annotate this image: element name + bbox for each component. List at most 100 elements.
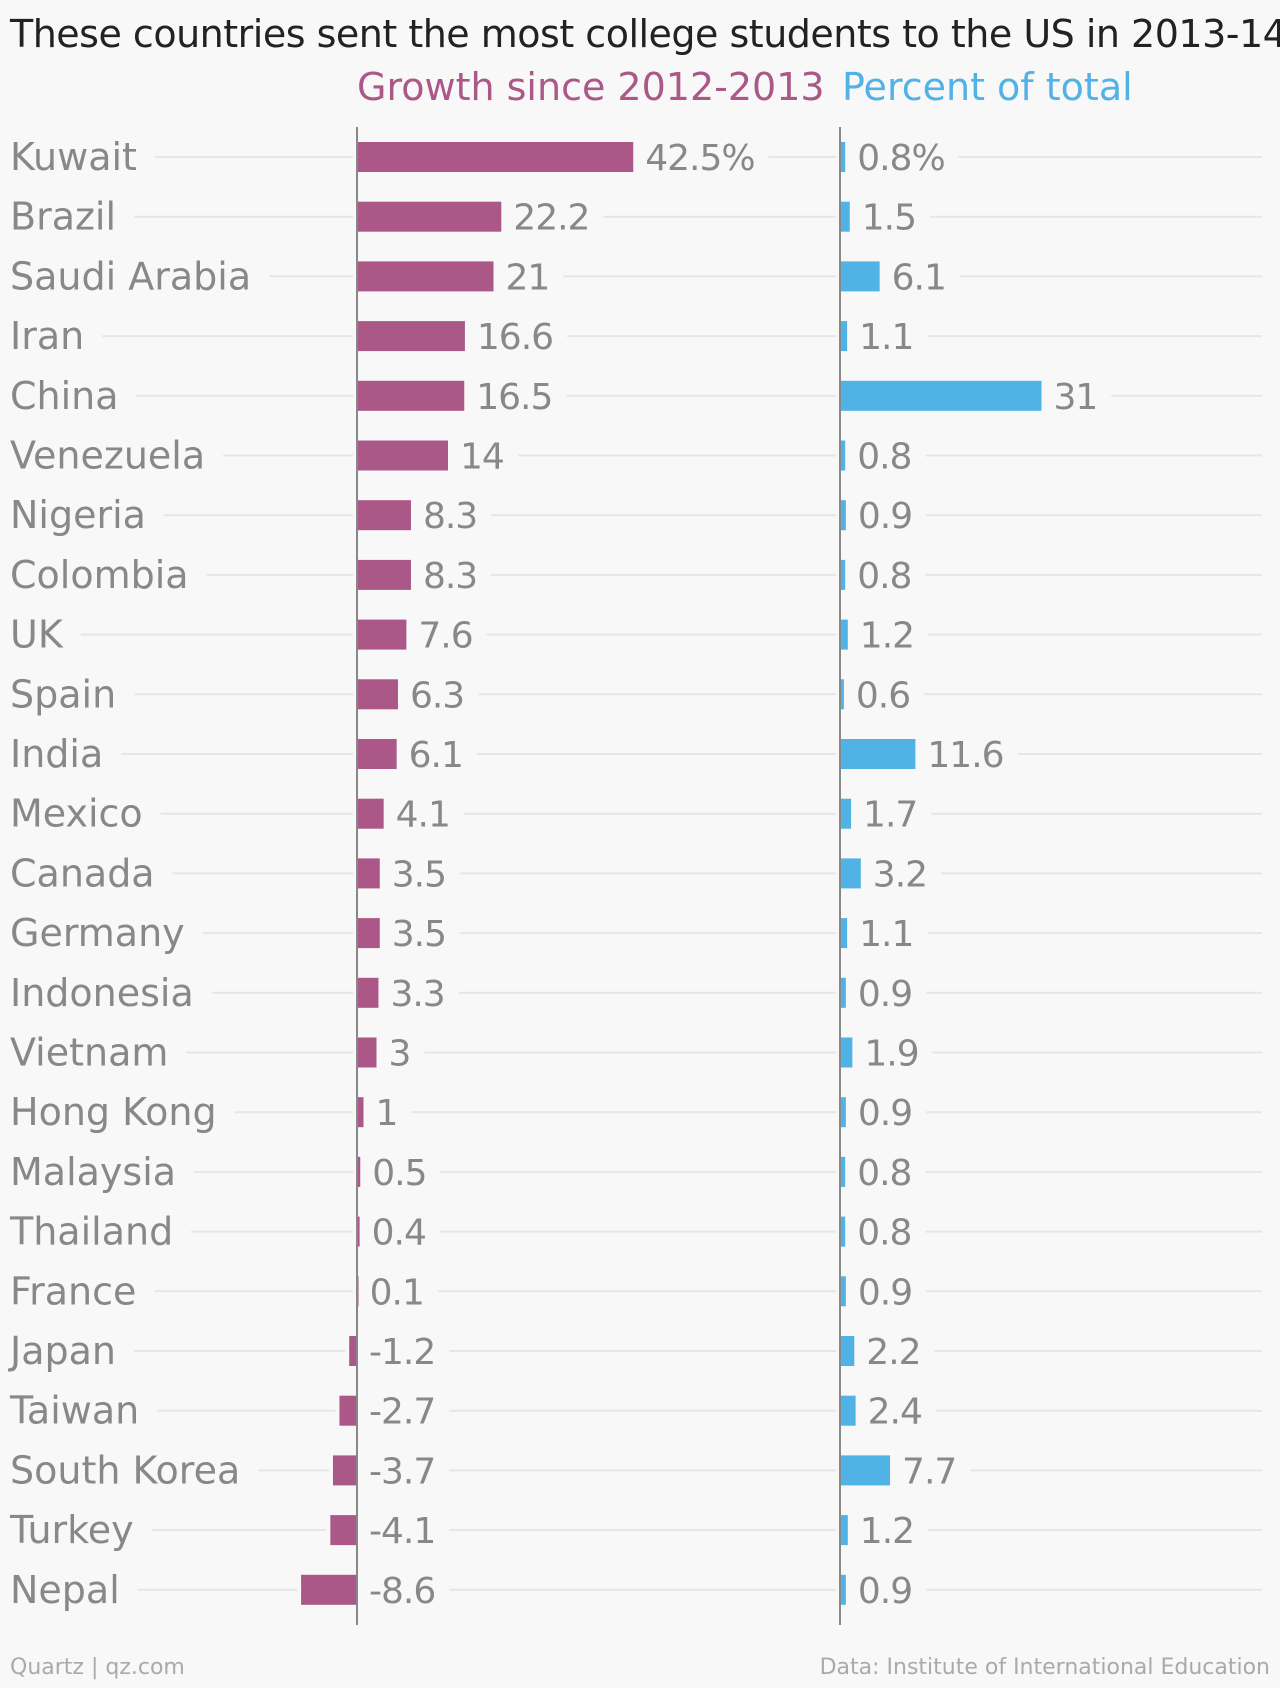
share-value-canada: 3.2 — [873, 854, 927, 895]
growth-bar-china — [357, 380, 465, 411]
share-bar-germany — [840, 918, 848, 949]
growth-value-saudi-arabia: 21 — [506, 257, 550, 298]
row-label-mexico: Mexico — [10, 792, 143, 836]
share-bar-indonesia — [840, 977, 846, 1008]
growth-bar-brazil — [357, 201, 502, 232]
series-header-share: Percent of total — [842, 65, 1133, 109]
share-value-brazil: 1.5 — [862, 198, 916, 239]
row-label-taiwan: Taiwan — [9, 1389, 139, 1433]
growth-bar-spain — [357, 679, 398, 710]
growth-value-iran: 16.6 — [477, 317, 553, 358]
share-value-france: 0.9 — [858, 1272, 912, 1313]
share-value-thailand: 0.8 — [857, 1213, 911, 1254]
growth-bar-venezuela — [357, 440, 448, 471]
share-value-south-korea: 7.7 — [902, 1451, 956, 1492]
share-value-mexico: 1.7 — [863, 795, 917, 836]
growth-bar-nigeria — [357, 500, 411, 531]
share-bar-taiwan — [840, 1395, 856, 1426]
share-value-kuwait: 0.8% — [857, 138, 944, 179]
chart-title: These countries sent the most college st… — [10, 12, 1280, 56]
share-bar-brazil — [840, 201, 850, 232]
share-value-spain: 0.6 — [856, 675, 910, 716]
growth-value-malaysia: 0.5 — [372, 1153, 426, 1194]
growth-bar-india — [357, 739, 397, 769]
row-label-turkey: Turkey — [9, 1508, 134, 1552]
row-label-uk: UK — [10, 613, 64, 657]
share-bar-india — [840, 739, 916, 769]
growth-bar-malaysia — [357, 1156, 361, 1187]
growth-bar-germany — [357, 918, 380, 949]
growth-bar-colombia — [357, 559, 411, 590]
share-bar-turkey — [840, 1515, 848, 1546]
share-bar-iran — [840, 321, 848, 352]
row-label-thailand: Thailand — [9, 1210, 173, 1254]
growth-value-india: 6.1 — [409, 735, 463, 776]
share-value-colombia: 0.8 — [857, 556, 911, 597]
share-bar-canada — [840, 858, 861, 889]
share-value-taiwan: 2.4 — [868, 1392, 922, 1433]
source-credit: Quartz | qz.com — [10, 1655, 185, 1680]
growth-value-thailand: 0.4 — [372, 1213, 426, 1254]
share-bar-france — [840, 1276, 846, 1307]
growth-value-china: 16.5 — [476, 377, 552, 418]
share-value-uk: 1.2 — [860, 616, 914, 657]
data-source: Data: Institute of International Educati… — [819, 1655, 1270, 1680]
share-value-malaysia: 0.8 — [857, 1153, 911, 1194]
row-label-iran: Iran — [10, 314, 84, 358]
share-bar-nepal — [840, 1574, 846, 1605]
growth-bar-japan — [349, 1336, 357, 1366]
growth-value-indonesia: 3.3 — [390, 974, 444, 1015]
growth-value-canada: 3.5 — [392, 854, 446, 895]
share-value-nepal: 0.9 — [858, 1571, 912, 1612]
series-header-growth: Growth since 2012-2013 — [357, 65, 825, 109]
growth-value-germany: 3.5 — [392, 914, 446, 955]
growth-bar-saudi-arabia — [357, 261, 494, 292]
row-label-nigeria: Nigeria — [10, 493, 146, 537]
growth-bar-iran — [357, 321, 465, 352]
row-label-saudi-arabia: Saudi Arabia — [10, 254, 251, 298]
growth-bar-mexico — [357, 798, 384, 829]
share-bar-kuwait — [840, 142, 846, 172]
growth-value-kuwait: 42.5% — [645, 138, 754, 179]
row-label-brazil: Brazil — [10, 195, 116, 239]
share-bar-spain — [840, 679, 844, 710]
growth-bar-vietnam — [357, 1037, 377, 1068]
row-label-japan: Japan — [8, 1329, 116, 1373]
growth-bar-south-korea — [332, 1455, 357, 1486]
growth-bar-thailand — [357, 1216, 360, 1247]
row-label-india: India — [10, 732, 103, 776]
growth-value-spain: 6.3 — [410, 675, 464, 716]
share-bar-malaysia — [840, 1156, 846, 1187]
row-label-hong-kong: Hong Kong — [10, 1090, 217, 1134]
row-label-malaysia: Malaysia — [10, 1150, 176, 1194]
share-value-nigeria: 0.9 — [858, 496, 912, 537]
share-value-japan: 2.2 — [866, 1332, 920, 1373]
row-label-venezuela: Venezuela — [10, 434, 205, 478]
growth-value-france: 0.1 — [370, 1272, 424, 1313]
growth-value-nepal: -8.6 — [369, 1571, 435, 1612]
row-label-spain: Spain — [10, 672, 116, 716]
growth-value-venezuela: 14 — [460, 437, 504, 478]
growth-value-brazil: 22.2 — [513, 198, 589, 239]
share-value-saudi-arabia: 6.1 — [892, 257, 946, 298]
growth-bar-taiwan — [339, 1395, 357, 1426]
share-bar-china — [840, 380, 1042, 411]
growth-bar-nepal — [301, 1574, 357, 1605]
growth-bar-turkey — [330, 1515, 357, 1546]
share-bar-south-korea — [840, 1455, 891, 1486]
share-value-hong-kong: 0.9 — [858, 1093, 912, 1134]
share-bar-vietnam — [840, 1037, 853, 1068]
growth-value-mexico: 4.1 — [396, 795, 450, 836]
growth-value-colombia: 8.3 — [423, 556, 477, 597]
share-bar-colombia — [840, 559, 846, 590]
share-bar-japan — [840, 1336, 855, 1366]
row-label-indonesia: Indonesia — [10, 971, 194, 1015]
share-value-iran: 1.1 — [859, 317, 913, 358]
share-bar-venezuela — [840, 440, 846, 471]
growth-value-hong-kong: 1 — [376, 1093, 398, 1134]
growth-value-turkey: -4.1 — [369, 1511, 435, 1552]
share-bar-mexico — [840, 798, 852, 829]
growth-bar-canada — [357, 858, 380, 889]
share-value-turkey: 1.2 — [860, 1511, 914, 1552]
